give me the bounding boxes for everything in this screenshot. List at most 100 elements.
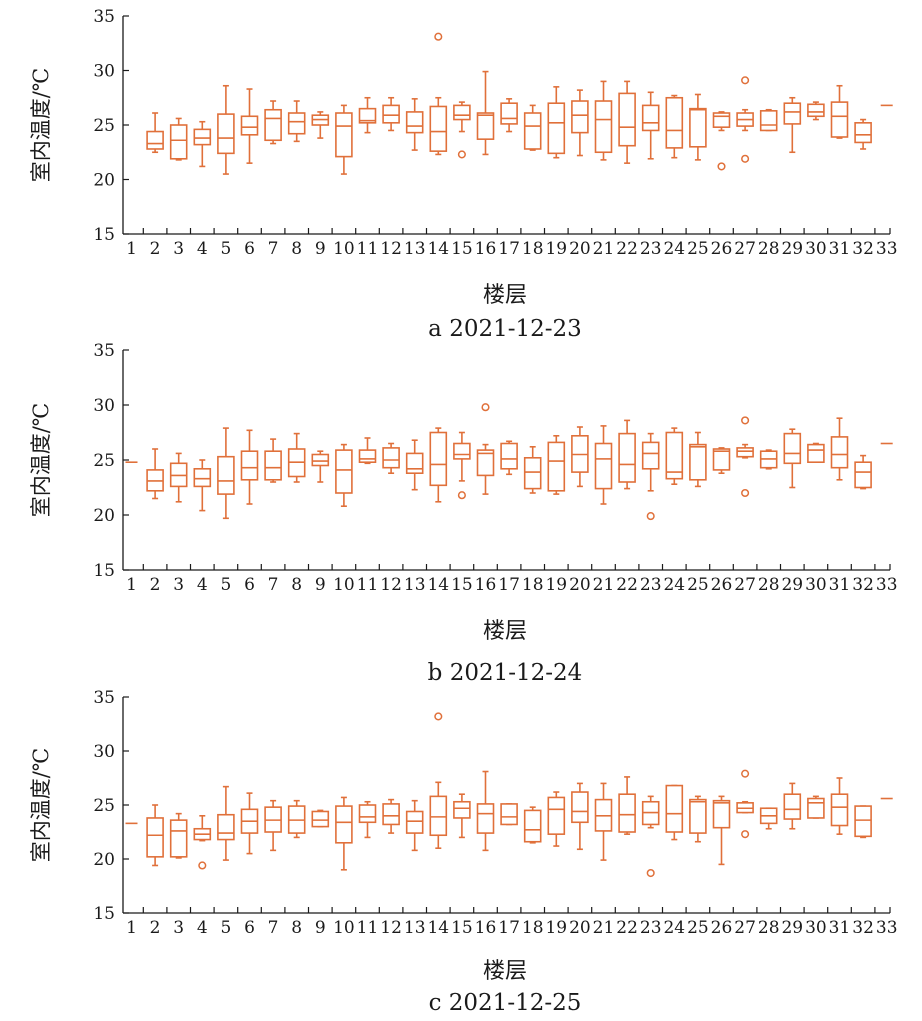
box-floor-32 <box>854 118 872 150</box>
iqr-box <box>453 442 471 460</box>
iqr-box <box>358 107 377 124</box>
x-tick-label: 1 <box>126 239 137 259</box>
outlier-point <box>741 76 750 85</box>
x-tick-label: 5 <box>220 918 231 938</box>
iqr-box <box>523 456 542 490</box>
outlier-point <box>646 868 655 878</box>
box-floor-13 <box>405 98 424 151</box>
x-tick-label: 20 <box>569 918 591 938</box>
box-floor-23 <box>641 432 660 521</box>
x-tick-label: 4 <box>197 575 208 595</box>
x-tick-label: 32 <box>852 239 874 259</box>
box-floor-31 <box>830 84 849 139</box>
x-tick-label: 14 <box>427 239 449 259</box>
box-floor-9 <box>311 111 330 139</box>
box-floor-20 <box>571 426 589 488</box>
box-floor-15 <box>453 101 471 159</box>
x-tick-label: 11 <box>357 575 379 595</box>
iqr-box <box>382 803 400 826</box>
x-tick-label: 6 <box>244 575 255 595</box>
iqr-box <box>240 115 259 136</box>
box-floor-19 <box>547 434 566 495</box>
box-floor-5 <box>217 427 235 520</box>
x-tick-label: 32 <box>852 918 874 938</box>
box-floor-20 <box>571 89 589 157</box>
box-floor-24 <box>665 427 684 486</box>
box-floor-11 <box>358 437 377 465</box>
iqr-box <box>476 112 495 140</box>
x-tick-label: 2 <box>150 918 161 938</box>
iqr-box <box>618 432 636 483</box>
iqr-box <box>500 803 518 826</box>
y-tick-label: 35 <box>93 7 115 27</box>
box-floor-8 <box>287 432 306 483</box>
iqr-box <box>335 449 353 494</box>
iqr-box <box>783 432 802 465</box>
iqr-box <box>264 450 282 481</box>
y-axis-label: 室内温度/℃ <box>29 68 53 183</box>
iqr-box <box>476 449 495 477</box>
box-floor-29 <box>783 782 802 830</box>
x-tick-label: 26 <box>711 239 733 259</box>
box-floor-26 <box>712 111 731 171</box>
box-floor-2 <box>146 112 164 154</box>
box-floor-31 <box>830 777 849 835</box>
box-floor-13 <box>405 439 424 491</box>
iqr-box <box>429 105 448 152</box>
iqr-box <box>405 810 424 834</box>
box-floor-29 <box>783 96 802 154</box>
outlier-point <box>457 491 466 500</box>
box-floor-24 <box>665 94 684 159</box>
x-tick-label: 9 <box>315 239 326 259</box>
box-floor-10 <box>335 796 353 871</box>
y-tick-label: 35 <box>93 688 115 708</box>
x-tick-label: 13 <box>404 918 426 938</box>
y-axis-label: 室内温度/℃ <box>29 748 53 863</box>
box-floor-24 <box>665 784 684 841</box>
y-axis-label: 室内温度/℃ <box>29 403 53 518</box>
iqr-box <box>169 124 188 160</box>
iqr-box <box>830 101 849 138</box>
box-floor-5 <box>217 84 235 175</box>
box-floor-26 <box>712 447 731 475</box>
x-tick-label: 21 <box>593 575 615 595</box>
x-tick-label: 5 <box>220 239 231 259</box>
box-floor-4 <box>193 459 212 512</box>
x-tick-label: 19 <box>545 239 567 259</box>
x-tick-label: 30 <box>805 239 827 259</box>
x-tick-label: 22 <box>616 575 638 595</box>
x-tick-label: 13 <box>404 239 426 259</box>
x-tick-label: 9 <box>315 575 326 595</box>
x-tick-label: 33 <box>876 918 898 938</box>
x-tick-label: 18 <box>522 575 544 595</box>
x-tick-label: 1 <box>126 918 137 938</box>
x-tick-label: 17 <box>498 239 520 259</box>
x-tick-label: 28 <box>758 918 780 938</box>
iqr-box <box>594 100 613 154</box>
x-tick-label: 3 <box>173 918 184 938</box>
box-floor-11 <box>358 800 377 839</box>
box-floor-23 <box>641 795 660 878</box>
box-floor-12 <box>382 96 400 132</box>
y-tick-label: 25 <box>93 451 115 471</box>
x-tick-label: 24 <box>663 575 685 595</box>
x-tick-label: 14 <box>427 575 449 595</box>
box-floor-32 <box>854 805 872 839</box>
box-floor-5 <box>217 785 235 861</box>
x-tick-label: 31 <box>829 575 851 595</box>
x-tick-label: 11 <box>357 239 379 259</box>
box-floor-3 <box>169 117 188 161</box>
x-tick-label: 18 <box>522 239 544 259</box>
box-floor-6 <box>240 88 259 164</box>
x-tick-label: 32 <box>852 575 874 595</box>
box-floor-3 <box>169 452 188 503</box>
iqr-box <box>665 431 684 480</box>
x-tick-label: 11 <box>357 918 379 938</box>
x-tick-label: 26 <box>711 918 733 938</box>
iqr-box <box>689 798 707 834</box>
x-tick-label: 3 <box>173 239 184 259</box>
y-tick-label: 20 <box>93 506 115 526</box>
box-floor-16 <box>476 770 495 852</box>
